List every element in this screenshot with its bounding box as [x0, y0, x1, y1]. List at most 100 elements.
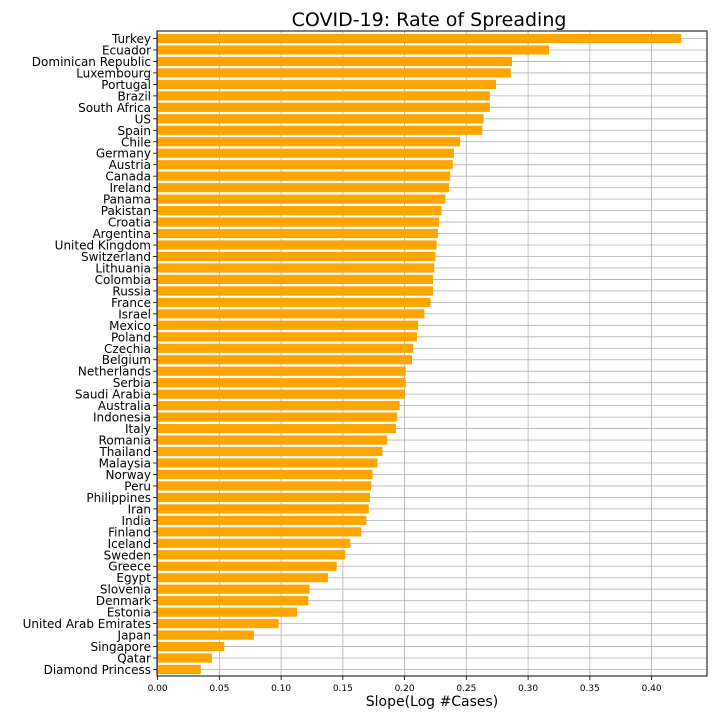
plot-frame: [156, 30, 708, 677]
x-tick-label: 0.10: [271, 684, 291, 694]
x-tick-label: 0.15: [333, 684, 353, 694]
y-tick-label: Israel: [118, 307, 151, 321]
y-tick-label: Croatia: [108, 216, 151, 230]
y-tick-label: Thailand: [98, 445, 151, 459]
x-tick-label: 0.05: [209, 684, 229, 694]
bar-russia: [157, 286, 434, 296]
x-tick-label: 0.20: [395, 684, 415, 694]
bar-serbia: [157, 378, 406, 388]
y-tick-label: Austria: [109, 158, 151, 172]
y-tick-label: Estonia: [107, 606, 151, 620]
bar-slovenia: [157, 584, 310, 594]
bar-ecuador: [157, 45, 550, 55]
bar-south-africa: [157, 102, 490, 112]
bar-switzerland: [157, 251, 436, 262]
bar-egypt: [157, 573, 329, 583]
bar-india: [157, 515, 367, 525]
bar-iceland: [157, 538, 351, 548]
y-tick-label: India: [122, 514, 151, 528]
bar-malaysia: [157, 458, 378, 468]
y-tick-label: Slovenia: [100, 583, 151, 597]
y-tick-label: Panama: [103, 193, 151, 207]
y-tick-label: Dominican Republic: [32, 55, 151, 69]
y-tick-label: Denmark: [96, 594, 151, 608]
bar-poland: [157, 332, 417, 342]
y-tick-label: Indonesia: [93, 411, 151, 425]
bar-romania: [157, 435, 388, 445]
bar-iran: [157, 504, 369, 514]
y-tick-label: Greece: [108, 560, 151, 574]
y-tick-label: Colombia: [95, 273, 151, 287]
bar-philippines: [157, 492, 371, 502]
y-tick-label: Philippines: [86, 491, 151, 505]
x-tick-labels: 0.00 0.05 0.10 0.15 0.20 0.25 0.30 0.35 0.40: [148, 676, 662, 694]
bar-czechia: [157, 343, 414, 353]
y-tick-label: Australia: [98, 399, 151, 413]
x-tick-label: 0.25: [456, 684, 476, 694]
bars: [157, 33, 682, 675]
bar-japan: [157, 630, 254, 640]
x-tick-label: 0.35: [580, 684, 600, 694]
y-tick-label: Finland: [108, 525, 151, 539]
bar-belgium: [157, 355, 413, 365]
bar-spain: [157, 125, 483, 135]
y-tick-label: Poland: [111, 330, 151, 344]
y-tick-label: Ecuador: [102, 43, 151, 57]
y-tick-label: Italy: [125, 422, 151, 436]
bar-israel: [157, 309, 425, 319]
x-tick-label: 0.00: [148, 684, 168, 694]
y-tick-label: Egypt: [116, 571, 151, 585]
bar-pakistan: [157, 206, 442, 216]
y-tick-label: United Arab Emirates: [23, 617, 151, 631]
y-tick-label: Argentina: [92, 227, 151, 241]
y-tick-label: Belgium: [102, 353, 151, 367]
y-tick-label: Serbia: [113, 376, 151, 390]
bar-lithuania: [157, 263, 435, 273]
y-tick-label: Qatar: [117, 652, 151, 666]
bar-brazil: [157, 91, 490, 101]
y-tick-label: Diamond Princess: [44, 663, 151, 677]
bar-dominican-republic: [157, 56, 513, 67]
bar-estonia: [157, 607, 298, 617]
bar-netherlands: [157, 366, 406, 376]
bar-turkey: [157, 33, 682, 44]
y-tick-label: Switzerland: [81, 250, 151, 264]
x-tick-label: 0.30: [518, 684, 538, 694]
y-tick-label: Pakistan: [101, 204, 151, 218]
bar-austria: [157, 160, 453, 170]
bar-norway: [157, 469, 373, 480]
y-tick-label: Brazil: [118, 89, 152, 103]
bar-singapore: [157, 641, 225, 652]
y-tick-label: US: [135, 112, 151, 126]
y-tick-label: Russia: [112, 284, 151, 298]
bar-thailand: [157, 446, 383, 457]
bar-croatia: [157, 217, 440, 227]
bar-denmark: [157, 596, 309, 606]
x-axis-label: Slope(Log #Cases): [366, 694, 499, 710]
y-tick-label: Japan: [117, 629, 151, 643]
bar-united-kingdom: [157, 240, 437, 250]
y-tick-label: Netherlands: [78, 365, 151, 379]
y-tick-label: Malaysia: [99, 456, 151, 470]
y-tick-label: Norway: [105, 468, 151, 482]
y-tick-label: Iran: [128, 502, 151, 516]
x-tick-label: 0.40: [642, 684, 662, 694]
bar-luxembourg: [157, 68, 511, 78]
y-tick-label: Turkey: [111, 32, 151, 46]
y-tick-label: Sweden: [104, 548, 151, 562]
bar-portugal: [157, 79, 496, 89]
y-tick-label: Portugal: [101, 78, 151, 92]
bar-indonesia: [157, 412, 398, 422]
bar-colombia: [157, 274, 434, 285]
bar-mexico: [157, 320, 419, 330]
bar-peru: [157, 481, 372, 491]
bar-united-arab-emirates: [157, 619, 279, 629]
bar-germany: [157, 148, 454, 158]
y-tick-label: Chile: [121, 135, 151, 149]
y-tick-label: Ireland: [109, 181, 151, 195]
bar-chile: [157, 137, 461, 147]
bar-qatar: [157, 653, 212, 663]
bar-canada: [157, 171, 451, 181]
